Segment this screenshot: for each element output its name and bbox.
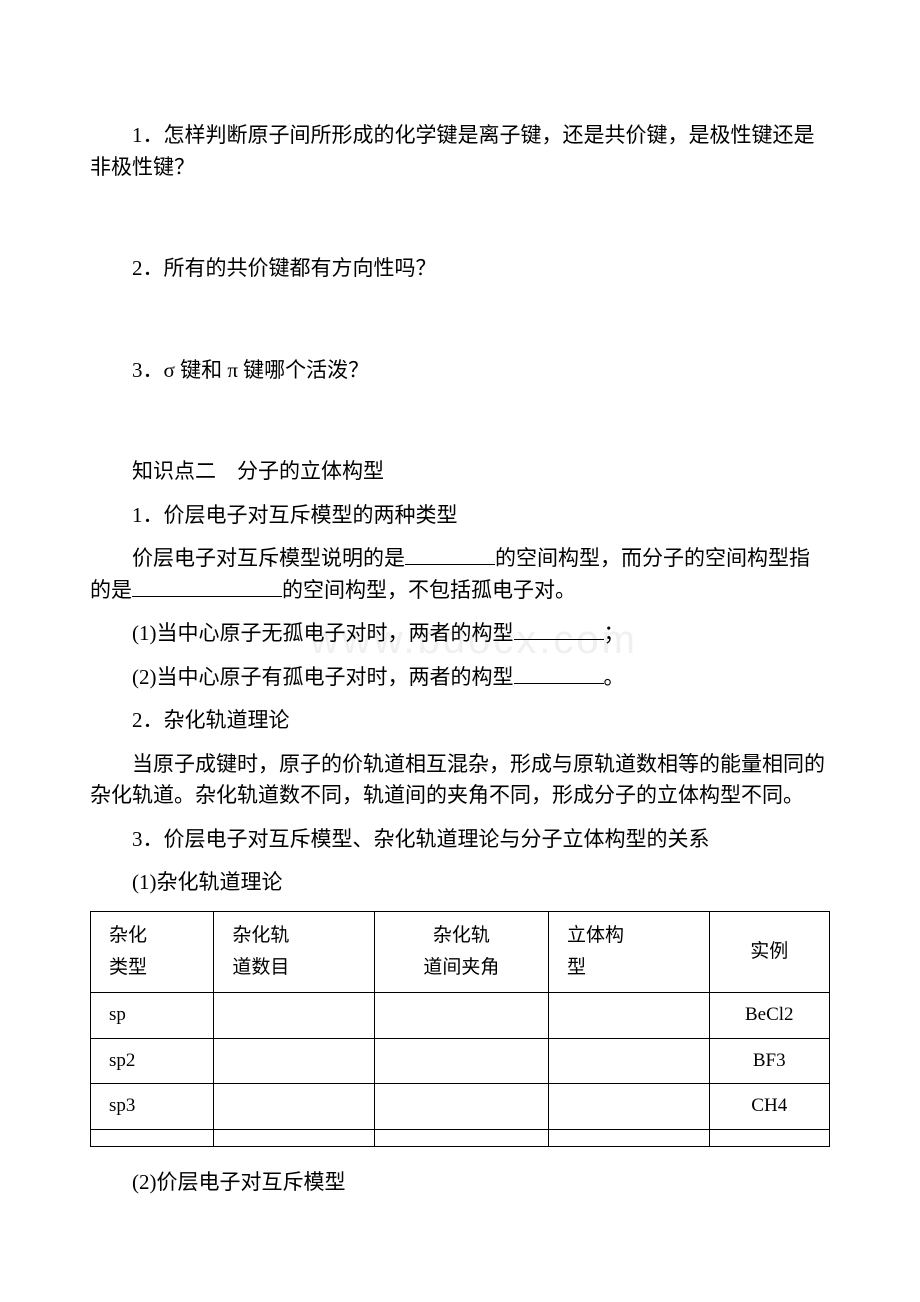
blank-4 xyxy=(514,663,604,684)
section-1-item-2: (2)当中心原子有孤电子对时，两者的构型 。 xyxy=(90,662,830,694)
section-1-item-1: (1)当中心原子无孤电子对时，两者的构型 ； xyxy=(90,618,830,650)
blank-3 xyxy=(514,619,604,640)
question-2: 2．所有的共价键都有方向性吗？ xyxy=(90,253,830,285)
page-content: 1．怎样判断原子间所形成的化学键是离子键，还是共价键，是极性键还是非极性键？ 2… xyxy=(90,120,830,1198)
cell: BeCl2 xyxy=(709,993,830,1039)
hybrid-table: 杂化类型 杂化轨道数目 杂化轨道间夹角 立体构型 实例 sp BeCl2 sp2… xyxy=(90,911,830,1147)
s1-1a: (1)当中心原子无孤电子对时，两者的构型 xyxy=(132,621,514,645)
s1-intro-a: 价层电子对互斥模型说明的是 xyxy=(132,546,405,570)
cell: CH4 xyxy=(709,1084,830,1130)
s1-intro-c: 的空间构型，不包括孤电子对。 xyxy=(282,578,576,602)
cell xyxy=(374,1084,548,1130)
section-3-title: 3．价层电子对互斥模型、杂化轨道理论与分子立体构型的关系 xyxy=(90,824,830,856)
blank-2 xyxy=(132,576,282,597)
kp2-title: 知识点二 分子的立体构型 xyxy=(90,456,830,488)
th-angle-text: 杂化轨道间夹角 xyxy=(423,925,499,978)
table-row: sp2 BF3 xyxy=(91,1038,830,1084)
section-3-sub2: (2)价层电子对互斥模型 xyxy=(90,1167,830,1199)
table-row: sp3 CH4 xyxy=(91,1084,830,1130)
cell xyxy=(549,1129,710,1146)
cell xyxy=(374,993,548,1039)
cell xyxy=(709,1129,830,1146)
cell: sp xyxy=(91,993,214,1039)
section-1-intro: 价层电子对互斥模型说明的是的空间构型，而分子的空间构型指的是的空间构型，不包括孤… xyxy=(90,543,830,606)
s1-1b: ； xyxy=(604,621,625,645)
cell: sp2 xyxy=(91,1038,214,1084)
th-example-text: 实例 xyxy=(750,941,788,962)
cell xyxy=(214,1129,375,1146)
table-row: sp BeCl2 xyxy=(91,993,830,1039)
table-header-row: 杂化类型 杂化轨道数目 杂化轨道间夹角 立体构型 实例 xyxy=(91,911,830,993)
s1-2b: 。 xyxy=(604,665,625,689)
th-shape: 立体构型 xyxy=(549,911,710,993)
th-type: 杂化类型 xyxy=(91,911,214,993)
th-type-text: 杂化类型 xyxy=(109,925,147,978)
cell xyxy=(549,1038,710,1084)
th-count: 杂化轨道数目 xyxy=(214,911,375,993)
cell xyxy=(214,993,375,1039)
cell xyxy=(214,1038,375,1084)
section-2-title: 2．杂化轨道理论 xyxy=(90,705,830,737)
th-example: 实例 xyxy=(709,911,830,993)
question-1: 1．怎样判断原子间所形成的化学键是离子键，还是共价键，是极性键还是非极性键？ xyxy=(90,120,830,183)
cell xyxy=(549,993,710,1039)
table-row xyxy=(91,1129,830,1146)
th-angle: 杂化轨道间夹角 xyxy=(374,911,548,993)
cell: sp3 xyxy=(91,1084,214,1130)
section-3-sub1: (1)杂化轨道理论 xyxy=(90,867,830,899)
question-3: 3．σ 键和 π 键哪个活泼？ xyxy=(90,355,830,387)
cell xyxy=(214,1084,375,1130)
section-2-body: 当原子成键时，原子的价轨道相互混杂，形成与原轨道数相等的能量相同的杂化轨道。杂化… xyxy=(90,749,830,812)
blank-1 xyxy=(405,544,495,565)
cell xyxy=(91,1129,214,1146)
section-1-title: 1．价层电子对互斥模型的两种类型 xyxy=(90,500,830,532)
th-count-text: 杂化轨道数目 xyxy=(232,925,289,978)
cell: BF3 xyxy=(709,1038,830,1084)
cell xyxy=(374,1129,548,1146)
cell xyxy=(549,1084,710,1130)
cell xyxy=(374,1038,548,1084)
s1-2a: (2)当中心原子有孤电子对时，两者的构型 xyxy=(132,665,514,689)
th-shape-text: 立体构型 xyxy=(567,925,624,978)
